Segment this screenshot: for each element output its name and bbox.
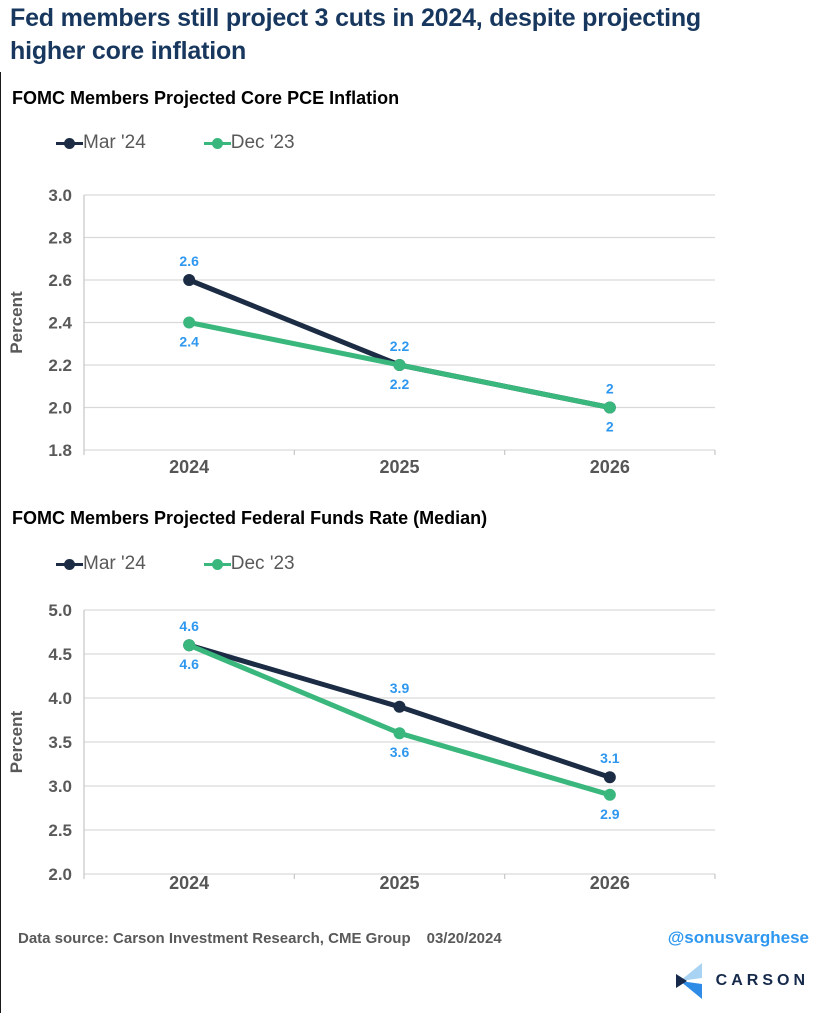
legend-label: Dec '23 [230,553,295,574]
data-point [183,639,196,652]
carson-logo: CARSON [675,962,809,1000]
data-label: 4.6 [179,656,199,672]
carson-chevron-icon [675,963,702,999]
y-tick-label: 4.5 [48,645,72,664]
data-point [603,771,616,784]
data-point [603,788,616,801]
legend-label: Dec '23 [230,132,295,153]
page-title: Fed members still project 3 cuts in 2024… [10,4,701,65]
x-category-label: 2025 [379,873,419,893]
x-category-label: 2025 [379,457,419,477]
data-point [183,274,196,286]
y-tick-label: 2.2 [48,356,72,375]
x-category-label: 2024 [169,457,209,477]
y-tick-label: 2.8 [48,229,72,248]
y-tick-label: 2.4 [48,314,72,333]
y-tick-label: 3.0 [48,186,72,205]
chart1-legend: Mar '24 Dec '23 [56,132,295,154]
data-label: 2 [606,419,614,435]
legend-item-dec23: Dec '23 [203,553,295,575]
data-label: 2 [606,381,614,397]
data-label: 2.4 [179,334,199,350]
data-label: 2.2 [390,376,410,392]
y-tick-label: 2.0 [48,865,72,884]
date-label: 03/20/2024 [426,930,502,947]
data-label: 2.9 [600,806,620,822]
x-category-label: 2026 [590,457,630,477]
legend-marker-icon [56,137,83,149]
y-tick-label: 2.6 [48,271,72,290]
data-point [183,316,196,329]
series-line [186,642,613,798]
legend-marker-icon [203,558,231,570]
data-source-label: Data source: Carson Investment Research,… [18,930,411,947]
line-chart-fed-funds: 2.0 2.5 3.0 3.5 4.0 4.5 5.0 2024 2025 2026 Percent… [7,601,716,893]
legend-item-mar24: Mar '24 [56,553,146,575]
data-point [393,700,406,713]
y-tick-label: 4.0 [48,689,72,708]
legend-marker-icon [203,137,231,149]
data-label: 3.1 [600,750,620,766]
data-label: 4.6 [179,618,199,634]
y-axis-title: Percent [7,710,26,773]
y-tick-label: 3.5 [48,733,72,752]
data-source-text: Data source: Carson Investment Research,… [18,930,502,947]
chart1-title: FOMC Members Projected Core PCE Inflatio… [12,88,400,108]
legend-label: Mar '24 [83,132,146,153]
chart2-legend: Mar '24 Dec '23 [56,553,295,575]
legend-item-mar24: Mar '24 [56,132,146,154]
data-label: 3.9 [390,680,410,696]
brand-name: CARSON [715,972,809,989]
x-category-label: 2026 [590,873,630,893]
x-category-label: 2024 [169,873,209,893]
data-point [393,727,406,740]
y-tick-label: 2.5 [48,821,72,840]
y-tick-label: 5.0 [48,601,72,620]
data-point [603,401,616,414]
twitter-handle-link[interactable]: @sonusvarghese [667,928,809,947]
chart2-title: FOMC Members Projected Federal Funds Rat… [12,508,488,528]
y-tick-label: 2.0 [48,399,72,418]
data-label: 2.2 [390,338,410,354]
line-chart-core-pce: 1.8 2.0 2.2 2.4 2.6 2.8 3.0 2024 2025 2026 Percent… [7,186,716,477]
y-tick-label: 3.0 [48,777,72,796]
data-label: 2.6 [179,253,199,269]
footer: Data source: Carson Investment Research,… [18,928,809,948]
legend-label: Mar '24 [83,553,146,574]
data-point [393,359,406,371]
left-border-line [0,72,1,1013]
y-axis-title: Percent [7,291,26,354]
legend-item-dec23: Dec '23 [203,132,295,154]
data-label: 3.6 [390,744,410,760]
y-tick-label: 1.8 [48,441,72,460]
legend-marker-icon [56,558,83,570]
